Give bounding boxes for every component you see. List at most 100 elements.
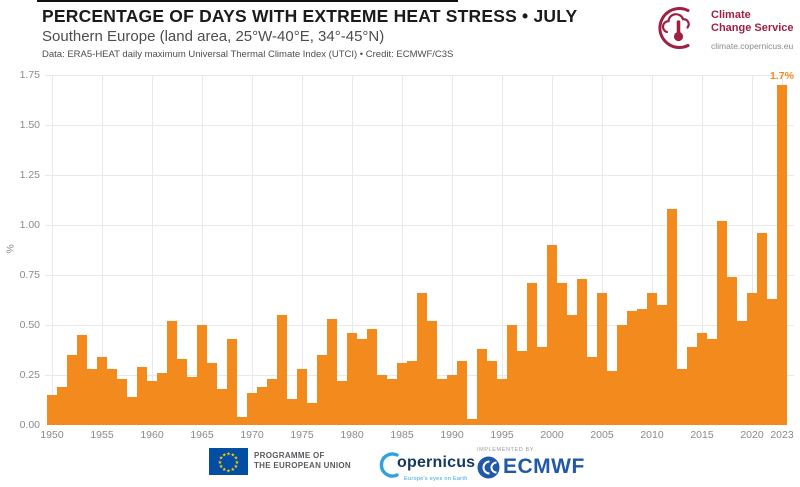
peak-annotation: 1.7% (770, 70, 794, 82)
ecmwf-logo: IMPLEMENTED BY ECMWF (477, 447, 585, 479)
bar-1958 (127, 397, 137, 425)
svg-text:★: ★ (235, 460, 240, 466)
bar-1966 (207, 363, 217, 425)
gridline-vertical (751, 75, 753, 425)
y-axis-tick-label: 1.75 (19, 69, 40, 81)
eu-programme-text: PROGRAMME OF THE EUROPEAN UNION (254, 451, 351, 471)
bar-2002 (567, 315, 577, 425)
bar-1979 (337, 381, 347, 425)
copernicus-logo: opernicus Europe's eyes on Earth (374, 450, 475, 482)
bar-1985 (397, 363, 407, 425)
bar-1977 (317, 355, 327, 425)
bar-2006 (607, 371, 617, 425)
gridline-vertical (101, 75, 103, 425)
svg-text:★: ★ (230, 453, 235, 459)
bar-1970 (247, 393, 257, 425)
bar-1980 (347, 333, 357, 425)
gridline-vertical (151, 75, 153, 425)
bar-2020 (747, 293, 757, 425)
copernicus-tagline: Europe's eyes on Earth (404, 476, 468, 482)
bar-2022 (767, 299, 777, 425)
c3s-logo-text-line1: Climate (711, 9, 751, 21)
bar-2014 (687, 347, 697, 425)
bar-1983 (377, 375, 387, 425)
bar-1963 (177, 359, 187, 425)
bar-1969 (237, 417, 247, 425)
svg-text:★: ★ (226, 468, 231, 474)
chart-subtitle: Southern Europe (land area, 25°W-40°E, 3… (42, 28, 385, 45)
gridline-vertical (601, 75, 603, 425)
top-border-strip (37, 0, 458, 2)
bar-1987 (417, 293, 427, 425)
svg-text:★: ★ (222, 453, 227, 459)
bar-2018 (727, 277, 737, 425)
c3s-cloud-thermometer-icon (658, 7, 690, 49)
bar-1973 (277, 315, 287, 425)
x-axis-tick-label: 1990 (440, 429, 464, 441)
bar-2010 (647, 293, 657, 425)
gridline-horizontal (45, 74, 794, 76)
bar-2007 (617, 325, 627, 425)
bar-1975 (297, 369, 307, 425)
x-axis-tick-label: 1965 (190, 429, 214, 441)
svg-text:★: ★ (222, 467, 227, 473)
bar-1991 (457, 361, 467, 425)
x-axis-tick-label: 1995 (490, 429, 514, 441)
chart-source-credit: Data: ERA5-HEAT daily maximum Universal … (42, 49, 454, 60)
bar-1971 (257, 387, 267, 425)
gridline-vertical (701, 75, 703, 425)
ecmwf-globe-icon (477, 456, 500, 478)
gridline-horizontal (45, 274, 794, 276)
y-axis-tick-label: 0.75 (19, 269, 40, 281)
c3s-logo-text-line2: Change Service (711, 21, 794, 34)
footer-logos: ★ ★ ★ ★ ★ ★ ★ ★ ★ ★ ★ ★ PROGRAMME OF THE EUROPEA… (0, 444, 800, 487)
bar-1982 (367, 329, 377, 425)
ecmwf-wordmark: ECMWF (503, 455, 585, 478)
eu-flag-icon: ★ ★★ ★★★ ★★★ ★★★ (209, 448, 248, 475)
bar-1950 (47, 395, 57, 425)
bar-1956 (107, 369, 117, 425)
bar-2009 (637, 309, 647, 425)
bar-1999 (537, 347, 547, 425)
svg-text:★: ★ (218, 460, 223, 466)
eu-programme-line1: PROGRAMME OF (254, 451, 325, 460)
bar-1967 (217, 389, 227, 425)
gridline-vertical (201, 75, 203, 425)
bar-2012 (667, 209, 677, 425)
bar-1965 (197, 325, 207, 425)
bar-1959 (137, 367, 147, 425)
svg-text:★: ★ (219, 464, 224, 470)
svg-text:★: ★ (234, 456, 239, 462)
x-axis-tick-label: 2005 (590, 429, 614, 441)
x-axis-tick-label: 1955 (90, 429, 114, 441)
bar-2023 (777, 85, 787, 425)
x-axis-tick-label: 2000 (540, 429, 564, 441)
bar-2016 (707, 339, 717, 425)
x-axis-tick-label: 1980 (340, 429, 364, 441)
c3s-logo: Climate Change Service climate.copernicu… (652, 5, 798, 55)
y-axis-label: % (4, 244, 17, 254)
bar-2004 (587, 357, 597, 425)
bar-2005 (597, 293, 607, 425)
bar-1990 (447, 375, 457, 425)
bar-2008 (627, 311, 637, 425)
bar-1986 (407, 361, 417, 425)
gridline-vertical (251, 75, 253, 425)
gridline-vertical (651, 75, 653, 425)
eu-programme-line2: THE EUROPEAN UNION (254, 461, 351, 470)
bar-1984 (387, 379, 397, 425)
bar-2003 (577, 279, 587, 425)
svg-text:★: ★ (219, 456, 224, 462)
gridline-vertical (351, 75, 353, 425)
bar-1960 (147, 381, 157, 425)
svg-text:★: ★ (230, 467, 235, 473)
x-axis-tick-label: 2010 (640, 429, 664, 441)
y-axis-tick-label: 1.00 (19, 219, 40, 231)
bar-1972 (267, 379, 277, 425)
bar-1997 (517, 351, 527, 425)
y-axis-tick-label: 0.00 (19, 419, 40, 431)
bar-2015 (697, 333, 707, 425)
bar-1996 (507, 325, 517, 425)
bar-1976 (307, 403, 317, 425)
x-axis-tick-label: 2015 (690, 429, 714, 441)
